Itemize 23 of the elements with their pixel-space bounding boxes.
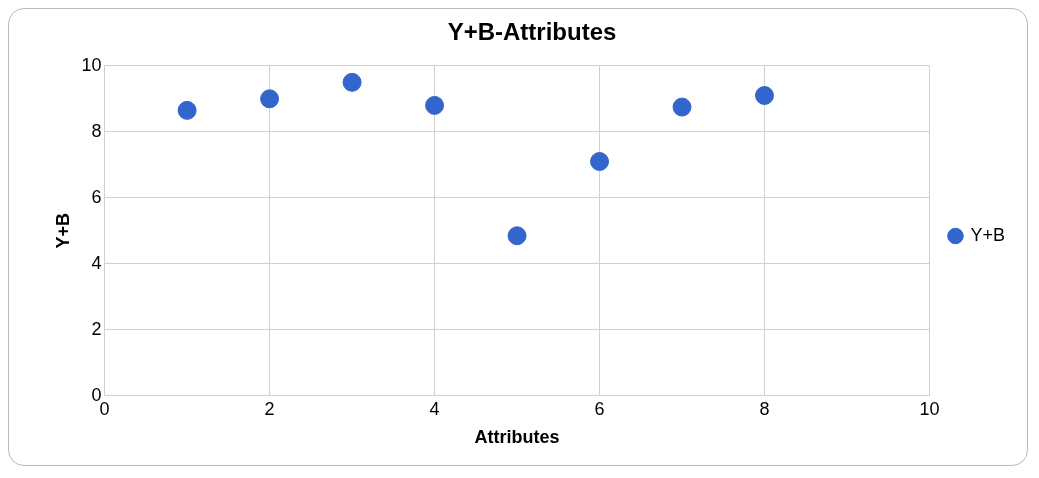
y-tick-label: 0 [91,384,102,405]
y-tick-label: 4 [91,252,102,273]
y-tick-label: 2 [91,318,102,339]
x-tick-label: 2 [264,398,275,419]
x-tick-label: 4 [429,398,440,419]
y-tick-label: 10 [81,54,102,75]
point [590,152,610,171]
x-tick-label: 10 [919,398,940,419]
x-axis-title: Attributes [474,427,560,448]
y-tick-label: 8 [91,120,102,141]
legend-label: Y+B [970,224,1006,245]
point [177,100,197,120]
point [342,72,362,92]
point [260,89,280,109]
point [755,86,775,105]
x-tick-label: 6 [594,398,605,419]
x-tick-label: 8 [759,398,770,419]
y-axis-title: Y+B [52,213,73,249]
point [672,97,692,117]
point [507,226,527,246]
y-tick-label: 6 [91,186,102,207]
point [425,95,445,115]
chart-title: Y+B-Attributes [447,18,617,46]
